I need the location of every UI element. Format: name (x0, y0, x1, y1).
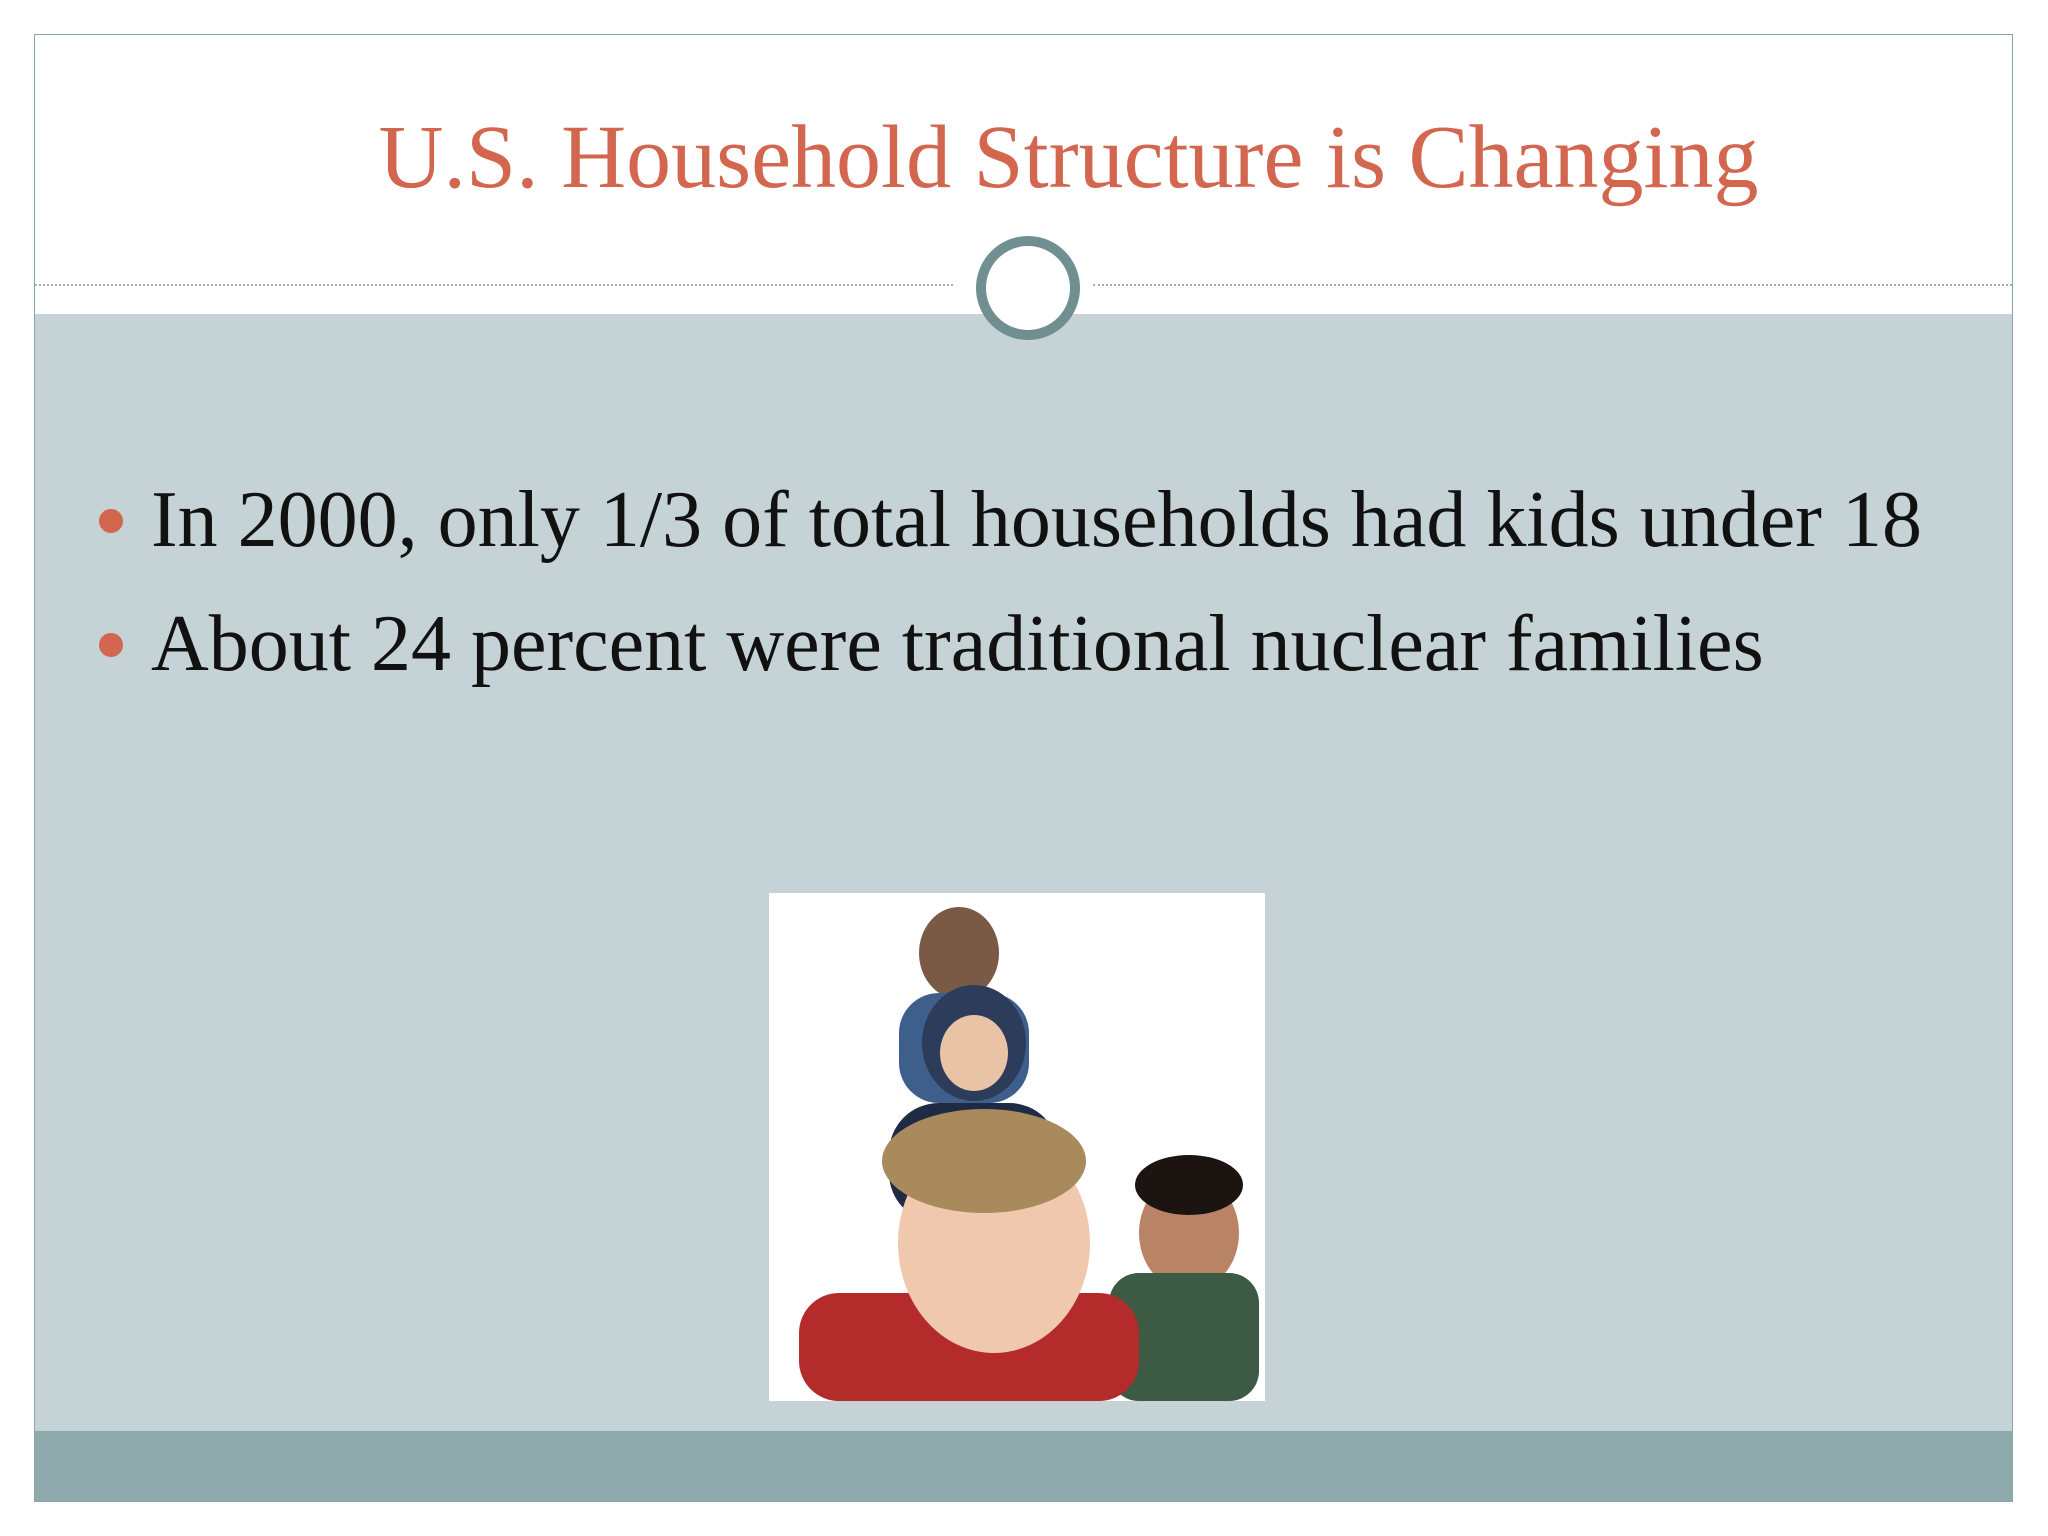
slide-title: U.S. Household Structure is Changing (378, 108, 1759, 207)
child-head (919, 907, 999, 999)
child-hair (1135, 1155, 1243, 1215)
bullet-item: About 24 percent were traditional nuclea… (99, 589, 1971, 699)
divider (1093, 284, 2012, 286)
slide: U.S. Household Structure is Changing In … (34, 34, 2013, 1502)
child-face (940, 1015, 1008, 1091)
footer-band (35, 1431, 2012, 1501)
photo (769, 893, 1265, 1401)
child-hair (882, 1109, 1086, 1213)
child-body (1109, 1273, 1259, 1401)
bullet-item: In 2000, only 1/3 of total households ha… (99, 465, 1971, 575)
divider (35, 284, 953, 286)
divider-ring (976, 236, 1080, 340)
bullet-list: In 2000, only 1/3 of total households ha… (99, 465, 1971, 713)
